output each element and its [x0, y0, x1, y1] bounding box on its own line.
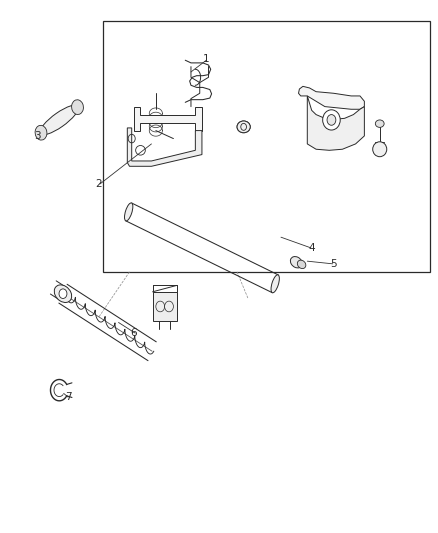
- Bar: [103, 21, 429, 272]
- Ellipse shape: [237, 121, 250, 133]
- Polygon shape: [298, 86, 364, 109]
- Text: 1: 1: [202, 54, 209, 63]
- Text: 7: 7: [64, 392, 71, 402]
- Bar: [152, 292, 176, 321]
- Text: 3: 3: [34, 131, 41, 141]
- Ellipse shape: [297, 260, 305, 269]
- Ellipse shape: [40, 105, 78, 135]
- Ellipse shape: [270, 275, 279, 293]
- Polygon shape: [307, 96, 364, 150]
- Ellipse shape: [322, 110, 339, 130]
- Text: 5: 5: [329, 259, 336, 269]
- Ellipse shape: [374, 120, 383, 127]
- Text: 2: 2: [95, 179, 102, 189]
- Text: 4: 4: [307, 243, 314, 253]
- Ellipse shape: [124, 203, 133, 221]
- Ellipse shape: [372, 142, 386, 157]
- Ellipse shape: [35, 125, 47, 140]
- Ellipse shape: [71, 100, 83, 115]
- Ellipse shape: [237, 121, 250, 133]
- Ellipse shape: [59, 289, 67, 298]
- Text: 6: 6: [130, 328, 137, 338]
- Polygon shape: [134, 107, 201, 131]
- Ellipse shape: [54, 285, 71, 303]
- Ellipse shape: [290, 256, 302, 268]
- Polygon shape: [127, 128, 201, 166]
- Ellipse shape: [326, 115, 335, 125]
